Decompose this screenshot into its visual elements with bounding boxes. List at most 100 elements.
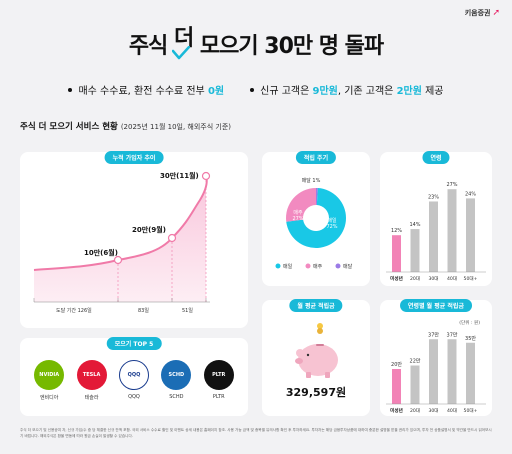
headline-part2: 더 <box>173 26 194 51</box>
bar-category-label: 미성년 <box>390 275 403 282</box>
bar-20대 <box>410 365 420 404</box>
bar-30대 <box>429 201 438 272</box>
age-bar-chart: 12% 미성년 14% 20대 23% 30대 27% 40대 24% 50대+ <box>386 182 486 282</box>
bar-category-label: 30대 <box>428 275 438 282</box>
top5-item: PLTR PLTR <box>203 360 234 401</box>
age-title: 연령 <box>422 151 450 164</box>
bar-50대+ <box>466 198 475 272</box>
benefit-bullets: 매수 수수료, 환전 수수료 전부 0원 신규 고객은 9만원, 기존 고객은 … <box>0 82 512 97</box>
bullet-reward-text: 신규 고객은 9만원, 기존 고객은 2만원 제공 <box>260 86 444 97</box>
bar-30대 <box>429 339 438 404</box>
bar-미성년 <box>392 235 401 272</box>
bullet-dot-icon <box>68 87 73 92</box>
pie-label-daily: 72% <box>326 224 337 230</box>
legend-label: 매주 <box>313 263 323 270</box>
period-label-3: 51일 <box>182 307 193 314</box>
check-mark-icon <box>171 46 190 60</box>
pie-slice-매주 <box>286 188 316 222</box>
bar-value-label: 14% <box>409 222 420 228</box>
milestone-label-20: 20만(9월) <box>132 225 166 234</box>
bar-category-label: 20대 <box>410 275 420 282</box>
bar-category-label: 50대+ <box>464 407 478 414</box>
piggy-bank-icon <box>295 323 338 378</box>
period-label-1: 도달 기간 126일 <box>56 307 92 314</box>
bar-value-label: 20만 <box>391 361 402 368</box>
frequency-card: 적립 주기 매일 72% 매주 27% 매달 1% 매일 매주 매달 <box>262 151 370 286</box>
bar-category-label: 40대 <box>447 407 457 414</box>
legend-marker-매달 <box>335 263 341 269</box>
brand-name: 키움증권 <box>464 9 491 17</box>
bar-category-label: 40대 <box>447 275 457 282</box>
milestone-point-10 <box>113 255 123 265</box>
milestone-point-20 <box>167 233 177 243</box>
bullet-reward: 신규 고객은 9만원, 기존 고객은 2만원 제공 <box>250 82 444 97</box>
period-label-2: 83일 <box>138 307 149 314</box>
bar-value-label: 35만 <box>465 335 476 342</box>
bar-category-label: 30대 <box>428 407 438 414</box>
pie-label-weekly: 매주 <box>293 209 303 216</box>
bullet-fee-text: 매수 수수료, 환전 수수료 전부 0원 <box>78 86 225 97</box>
legend-label: 매달 <box>343 263 353 270</box>
top5-list: NVIDIA 엔비디아 TESLA 테슬라 QQQ QQQ SCHD SCHD PLTR PLTR <box>20 360 248 401</box>
pie-label-weekly: 27% <box>292 216 303 222</box>
pie-slice-매달 <box>316 188 318 206</box>
bar-category-label: 50대+ <box>464 275 478 282</box>
stock-logo-icon: TESLA <box>76 360 107 390</box>
bullet-fee: 매수 수수료, 환전 수수료 전부 0원 <box>68 82 224 97</box>
monthly-avg-title: 월 평균 적립금 <box>289 299 343 312</box>
headline-more-word: 더 <box>171 26 194 60</box>
unit-label: (단위 : 원) <box>459 319 480 326</box>
stock-name: 엔비디아 <box>39 395 59 401</box>
pie-label-monthly: 매달 1% <box>302 177 321 184</box>
bar-category-label: 미성년 <box>390 407 403 414</box>
cumulative-title: 누적 가입자 추이 <box>104 151 164 164</box>
bar-value-label: 37만 <box>447 331 458 338</box>
legend-label: 매일 <box>283 263 293 270</box>
bar-미성년 <box>392 369 401 404</box>
bar-value-label: 24% <box>465 191 476 197</box>
bar-value-label: 12% <box>391 228 402 234</box>
pie-slice-매일 <box>286 188 346 248</box>
stock-name: QQQ <box>128 394 140 400</box>
age-avg-card: 연령별 월 평균 적립금 (단위 : 원) 20만 미성년 22만 20대 37만 30대 3… <box>380 299 492 416</box>
bar-value-label: 37만 <box>428 331 439 338</box>
bar-value-label: 27% <box>446 182 457 188</box>
bar-50대+ <box>466 342 475 404</box>
stock-name: 테슬라 <box>84 395 99 401</box>
brand-arrow-icon: ➚ <box>492 8 500 18</box>
bar-value-label: 23% <box>428 194 439 200</box>
top5-item: QQQ QQQ <box>118 360 149 401</box>
age-card: 연령 12% 미성년 14% 20대 23% 30대 27% 40대 24% 50대+ <box>380 151 492 286</box>
headline: 주식 더 모으기 30만 명 돌파 <box>0 26 512 60</box>
top5-item: SCHD SCHD <box>161 360 192 401</box>
frequency-title: 적립 주기 <box>295 151 337 164</box>
headline-part3: 모으기 30만 명 돌파 <box>199 34 384 59</box>
brand-logo: 키움증권 ➚ <box>465 8 500 18</box>
milestone-label-30: 30만(11월) <box>160 171 199 180</box>
stock-logo-icon: PLTR <box>203 360 234 390</box>
cumulative-chart: 10만(6월) 20만(9월) 30만(11월) 도달 기간 126일 83일 … <box>33 171 211 314</box>
monthly-avg-card: 월 평균 적립금 329,597원 <box>262 299 370 416</box>
cumulative-area <box>34 176 207 302</box>
stock-logo-icon: NVIDIA <box>34 360 65 390</box>
monthly-avg-amount: 329,597원 <box>285 386 347 399</box>
bar-40대 <box>447 189 457 272</box>
age-avg-title: 연령별 월 평균 적립금 <box>400 299 472 312</box>
top5-item: TESLA 테슬라 <box>76 360 107 401</box>
bar-20대 <box>410 229 420 272</box>
headline-part1: 주식 <box>128 34 168 59</box>
pie-label-daily: 매일 <box>327 217 337 224</box>
milestone-point-30 <box>201 171 211 181</box>
cumulative-card: 누적 가입자 추이 10만(6월) 20만(9월) 30만(11월) 도달 기간… <box>20 151 248 328</box>
stock-name: SCHD <box>169 394 184 400</box>
top5-item: NVIDIA 엔비디아 <box>34 360 65 401</box>
top5-title: 모으기 TOP 5 <box>106 337 162 350</box>
legend-marker-매주 <box>305 263 311 269</box>
bar-value-label: 22만 <box>410 358 421 365</box>
top5-card: 모으기 TOP 5 NVIDIA 엔비디아 TESLA 테슬라 QQQ QQQ SCHD SC… <box>20 337 248 416</box>
section-title: 주식 더 모으기 서비스 현황 (2025년 11월 10일, 해외주식 기준) <box>20 122 232 132</box>
section-subtitle: (2025년 11월 10일, 해외주식 기준) <box>120 123 232 131</box>
milestone-label-10: 10만(6월) <box>84 248 118 257</box>
stock-logo-icon: QQQ <box>118 360 149 390</box>
